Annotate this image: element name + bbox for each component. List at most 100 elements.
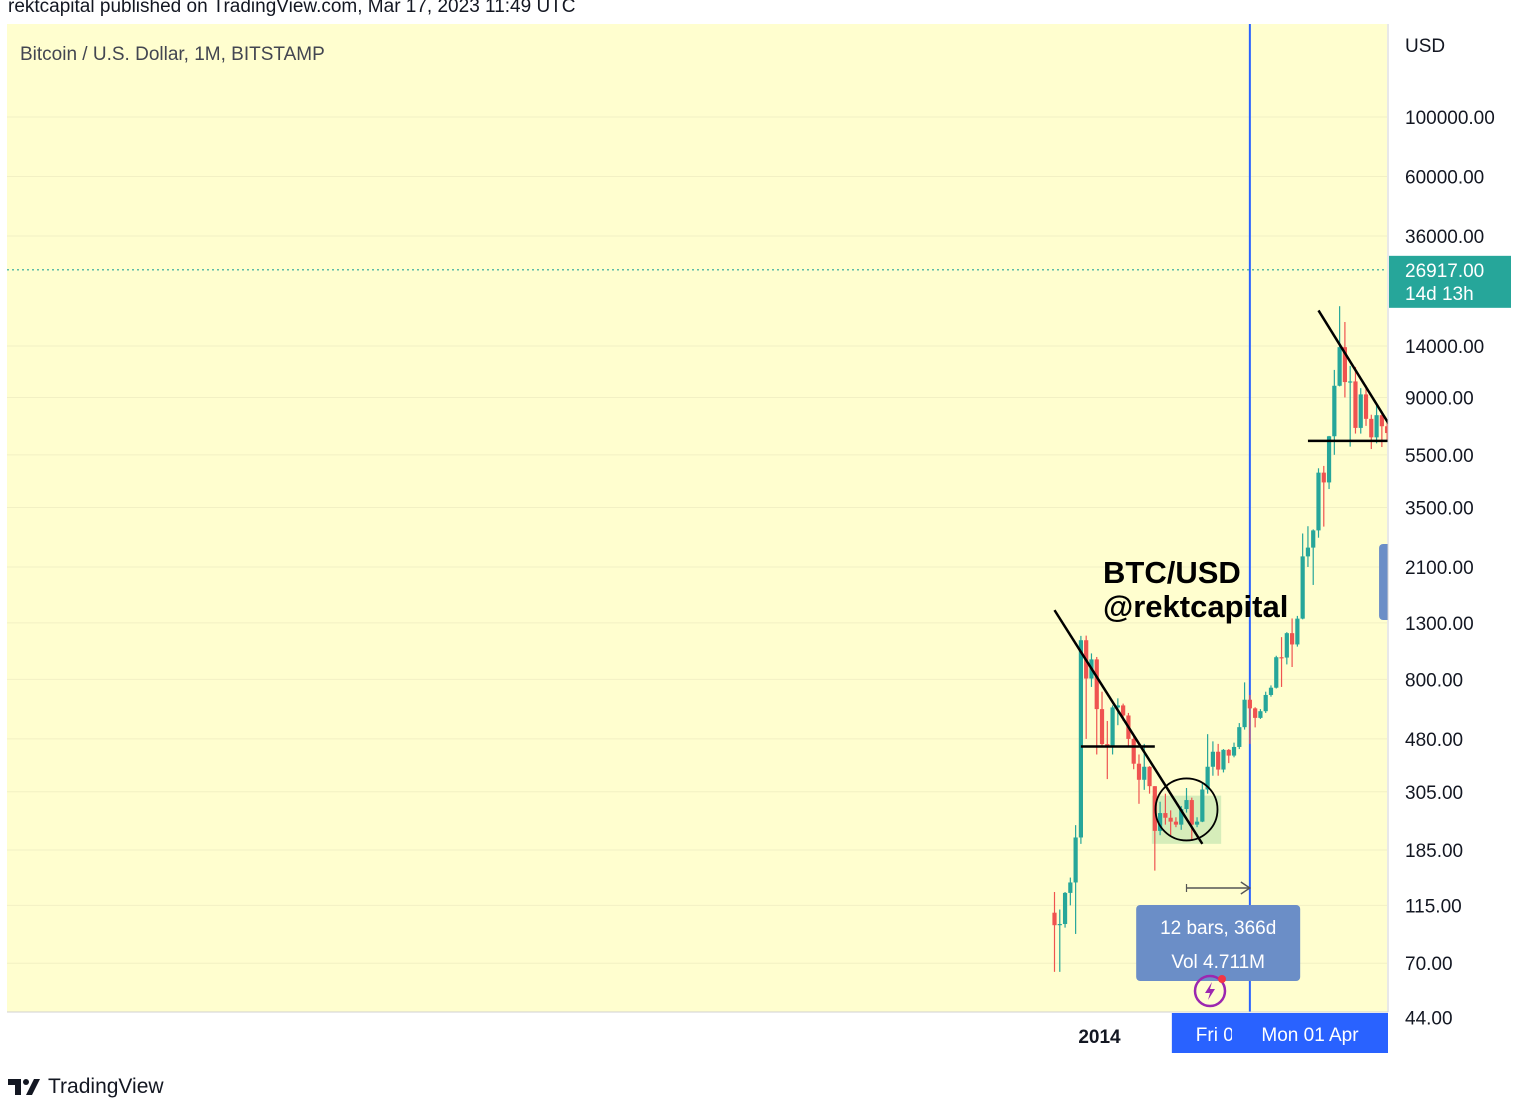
y-tick-label: 9000.00 [1405,388,1474,409]
candle[interactable] [1052,891,1057,972]
trendline[interactable] [1053,609,1204,845]
currency-label: USD [1405,36,1445,57]
candle[interactable] [1057,909,1062,972]
candle[interactable] [1163,793,1168,825]
candle[interactable] [1168,810,1173,836]
candle-body [1253,708,1258,718]
candle-body [1274,657,1279,688]
candle[interactable] [1062,891,1068,928]
candle[interactable] [1247,694,1252,744]
candle[interactable] [1268,685,1274,697]
y-tick-label: 2100.00 [1405,558,1474,579]
highlight-circle[interactable] [1154,777,1219,842]
candle[interactable] [1189,797,1194,841]
candle[interactable] [1295,615,1300,647]
candle-body [1247,699,1252,709]
candle-body [1358,394,1363,428]
candle-body [1279,657,1284,659]
candle[interactable] [1194,817,1200,828]
y-tick-label: 5500.00 [1405,446,1474,467]
y-tick-label: 185.00 [1405,841,1463,862]
candle[interactable] [1078,635,1083,844]
candle[interactable] [1311,529,1316,585]
candle-body [1342,347,1347,383]
candle[interactable] [1099,691,1105,747]
candle-body [1062,892,1068,925]
candle[interactable] [1173,817,1179,828]
candle[interactable] [1231,742,1237,758]
candle[interactable] [1300,533,1305,620]
candle[interactable] [1358,388,1363,434]
candle-body [1305,547,1311,557]
candle[interactable] [1374,404,1379,444]
candle-body [1073,837,1078,883]
y-tick-label: 305.00 [1405,783,1463,804]
plot-area[interactable] [7,24,1387,1012]
candle[interactable] [1353,366,1358,434]
y-tick-label: 1300.00 [1405,614,1474,635]
candle[interactable] [1221,749,1226,773]
candle-body [1200,789,1205,822]
candle[interactable] [1068,877,1073,906]
candle[interactable] [1210,741,1215,776]
candle[interactable] [1258,709,1263,719]
candle[interactable] [1279,637,1284,687]
candle-body [1290,633,1295,645]
candle[interactable] [1316,468,1321,538]
bar-countdown: 14d 13h [1405,284,1474,305]
candle[interactable] [1253,707,1258,728]
candle[interactable] [1242,682,1247,730]
x-tick-label: 2014 [1078,1027,1121,1048]
candle[interactable] [1342,322,1347,398]
candle[interactable] [1326,435,1332,490]
candle-body [1163,813,1168,818]
candle[interactable] [1369,414,1374,450]
price-axis[interactable]: USD 100000.00 60000.00 36000.00 14000.00 900… [1387,24,1538,1060]
candle[interactable] [1158,801,1163,836]
candle-body [1194,821,1200,825]
tradingview-logo-icon[interactable] [8,1079,40,1095]
candle[interactable] [1305,526,1311,567]
candle[interactable] [1226,749,1231,764]
candle[interactable] [1284,632,1289,665]
candle-body [1136,763,1142,780]
candle[interactable] [1274,655,1279,689]
lightning-icon[interactable] [1193,974,1227,1008]
candle-body [1353,381,1358,428]
candle[interactable] [1205,734,1210,794]
time-marker-tag[interactable]: Mon 01 Apr [1232,1013,1388,1053]
candle[interactable] [1290,618,1295,667]
y-tick-label: 800.00 [1405,670,1463,691]
candle-body [1311,530,1316,548]
measurement[interactable]: 12 bars, 366d Vol 4.711M [1136,881,1301,981]
candle[interactable] [1147,766,1152,794]
candle[interactable] [1094,656,1099,755]
last-price-tag-bg [1389,255,1511,308]
candle[interactable] [1200,782,1205,823]
candle-body [1142,766,1147,780]
candle[interactable] [1363,385,1369,426]
candle[interactable] [1348,365,1353,447]
candle[interactable] [1321,465,1326,527]
axis-tags[interactable]: Fri 01 Jul '16Fri 01 May '20Mon 01 Apr26… [1171,255,1511,1053]
candle-body [1321,472,1326,483]
candle[interactable] [1136,754,1142,804]
symbol-label: Bitcoin / U.S. Dollar, 1M, BITSTAMP [20,44,325,65]
candle[interactable] [1073,825,1078,934]
candle[interactable] [1216,743,1221,776]
candle-body [1099,709,1105,745]
candle-body [1369,418,1374,438]
y-tick-label: 14000.00 [1405,337,1484,358]
time-marker-tag-bg [1232,1013,1388,1053]
tradingview-brand[interactable]: TradingView [48,1075,164,1098]
candle[interactable] [1184,787,1189,813]
candle-body [1205,766,1210,790]
candle[interactable] [1263,691,1268,713]
candle[interactable] [1131,736,1136,770]
publisher-header: rektcapital published on TradingView.com… [8,0,576,17]
last-price-value: 26917.00 [1405,261,1484,282]
candle-body [1316,472,1321,531]
candle[interactable] [1237,723,1242,750]
